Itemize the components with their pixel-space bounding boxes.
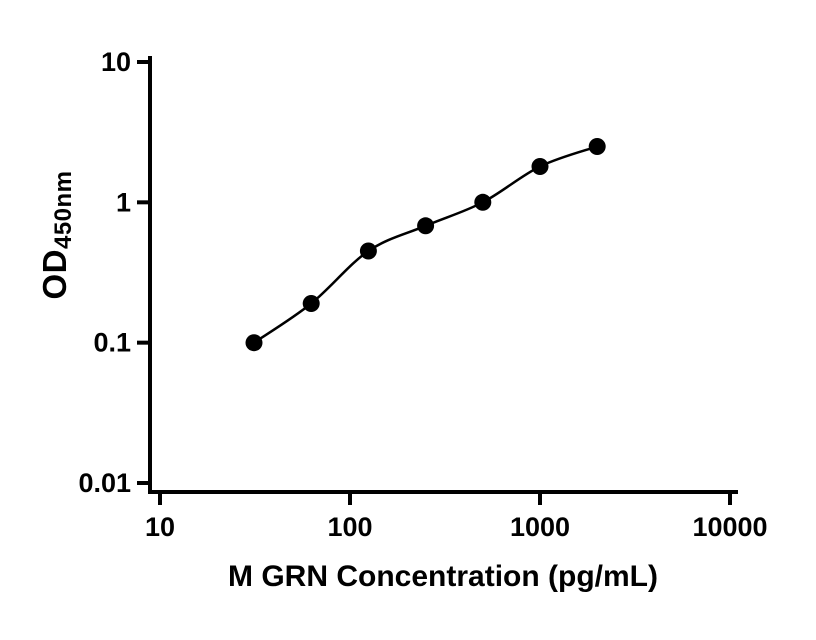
y-axis-tick-label: 10: [101, 47, 131, 77]
y-axis-title-subscript: 450nm: [50, 170, 77, 250]
x-axis-tick-label: 10000: [692, 512, 767, 542]
data-point: [245, 334, 263, 352]
y-axis-tick-label: 1: [116, 187, 131, 217]
y-axis-title-main: OD: [36, 249, 73, 300]
y-axis-tick-label: 0.1: [93, 328, 131, 358]
axes-frame: [148, 56, 738, 494]
x-axis-tick-label: 10: [145, 512, 175, 542]
y-axis-tick-label: 0.01: [78, 468, 131, 498]
data-point: [588, 138, 606, 155]
x-axis-tick-label: 1000: [510, 512, 570, 542]
data-point: [531, 158, 549, 175]
x-axis-title: M GRN Concentration (pg/mL): [228, 560, 658, 593]
y-axis-title: OD450nm: [36, 170, 78, 299]
x-axis-tick-label: 100: [327, 512, 372, 542]
data-point: [417, 217, 435, 235]
data-point: [359, 242, 377, 260]
data-point: [474, 193, 492, 211]
data-point: [302, 295, 320, 312]
fit-curve: [253, 145, 598, 344]
